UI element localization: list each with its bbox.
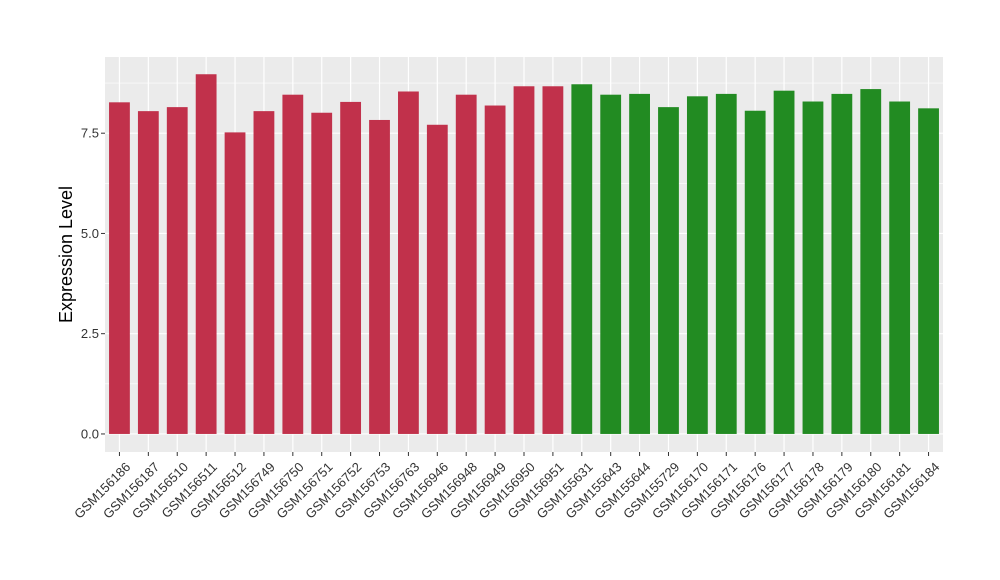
bar-GSM156753 [369,119,390,434]
bar-GSM156946 [426,124,448,434]
bar-GSM155729 [658,107,679,434]
bar-GSM155644 [629,93,650,434]
bar-GSM155643 [600,94,622,434]
bar-GSM156512 [224,132,246,434]
bar-GSM156951 [542,86,564,434]
bar-GSM156176 [744,110,766,434]
bar-GSM156763 [398,91,419,434]
bar-GSM156751 [311,112,333,434]
bar-GSM156184 [918,108,939,434]
y-tick-label: 0.0 [81,426,99,441]
bar-GSM155631 [571,84,593,434]
y-tick-label: 2.5 [81,326,99,341]
bar-GSM156752 [340,101,362,434]
bar-GSM156180 [860,89,882,434]
y-axis-title: Expression Level [56,186,76,323]
bar-GSM156750 [282,94,304,434]
bars [109,74,939,434]
bar-GSM156950 [513,86,535,434]
bar-GSM156511 [195,74,217,434]
y-tick-label: 5.0 [81,226,99,241]
bar-GSM156170 [686,96,708,434]
bar-GSM156177 [773,90,795,434]
bar-GSM156178 [802,101,824,434]
bar-GSM156948 [455,94,477,434]
y-tick-label: 7.5 [81,126,99,141]
bar-GSM156749 [253,111,275,434]
x-axis-ticks: GSM156186GSM156187GSM156510GSM156511GSM1… [71,452,942,522]
y-axis-ticks: 0.0 2.5 5.0 7.5 [81,126,105,441]
bar-GSM156179 [831,93,853,434]
bar-GSM156186 [109,102,130,434]
bar-GSM156187 [137,111,159,434]
bar-GSM156171 [715,93,737,434]
bar-GSM156510 [166,107,188,434]
bar-GSM156949 [484,105,506,434]
bar-GSM156181 [889,101,911,434]
